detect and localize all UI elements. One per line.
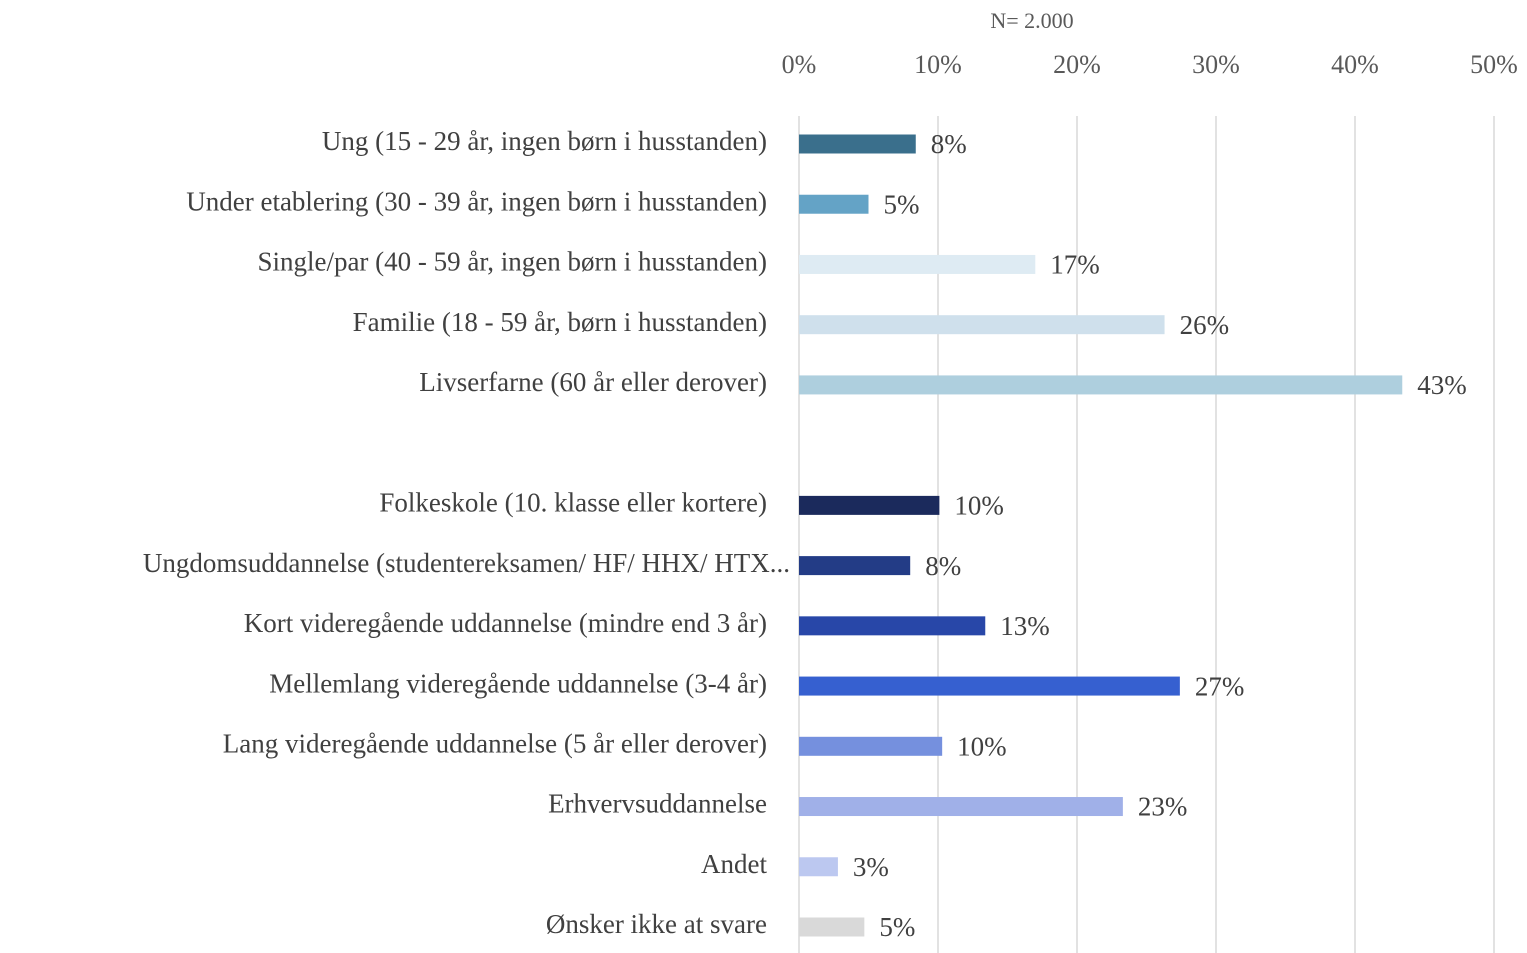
value-label: 5%	[879, 912, 915, 942]
category-label: Kort videregående uddannelse (mindre end…	[244, 608, 767, 638]
category-label: Single/par (40 - 59 år, ingen børn i hus…	[257, 247, 767, 277]
category-label: Livserfarne (60 år eller derover)	[419, 367, 767, 397]
x-tick-label: 20%	[1053, 50, 1101, 79]
bar	[799, 797, 1123, 817]
bar	[799, 676, 1180, 696]
bar	[799, 556, 911, 576]
value-label: 27%	[1195, 671, 1245, 701]
bar	[799, 375, 1403, 395]
bar	[799, 134, 916, 154]
category-label: Erhvervsuddannelse	[548, 789, 767, 819]
value-label: 26%	[1180, 310, 1230, 340]
bar	[799, 736, 943, 756]
chart-subtitle: N= 2.000	[990, 8, 1073, 33]
category-label: Folkeskole (10. klasse eller kortere)	[379, 488, 767, 518]
bar	[799, 254, 1036, 274]
value-label: 5%	[884, 189, 920, 219]
value-label: 17%	[1050, 250, 1100, 280]
bar	[799, 194, 869, 214]
bar	[799, 315, 1165, 335]
x-tick-label: 50%	[1470, 50, 1518, 79]
category-label: Ung (15 - 29 år, ingen børn i husstanden…	[322, 126, 767, 156]
category-label: Andet	[701, 849, 767, 879]
bar	[799, 917, 865, 937]
value-label: 8%	[925, 551, 961, 581]
value-label: 3%	[853, 852, 889, 882]
category-label: Familie (18 - 59 år, børn i husstanden)	[353, 307, 767, 337]
bar	[799, 616, 986, 636]
value-label: 10%	[954, 491, 1004, 521]
category-label: Lang videregående uddannelse (5 år eller…	[223, 729, 767, 759]
value-label: 13%	[1000, 611, 1050, 641]
category-label: Ønsker ikke at svare	[546, 909, 767, 939]
bar	[799, 495, 940, 515]
category-label: Mellemlang videregående uddannelse (3-4 …	[269, 668, 767, 698]
bar	[799, 857, 838, 877]
category-label: Under etablering (30 - 39 år, ingen børn…	[186, 186, 767, 216]
x-tick-label: 10%	[914, 50, 962, 79]
category-label: Ungdomsuddannelse (studentereksamen/ HF/…	[143, 548, 790, 578]
value-label: 10%	[957, 732, 1007, 762]
value-label: 43%	[1417, 370, 1467, 400]
x-tick-label: 30%	[1192, 50, 1240, 79]
x-tick-label: 40%	[1331, 50, 1379, 79]
x-tick-label: 0%	[782, 50, 817, 79]
value-label: 23%	[1138, 792, 1188, 822]
value-label: 8%	[931, 129, 967, 159]
